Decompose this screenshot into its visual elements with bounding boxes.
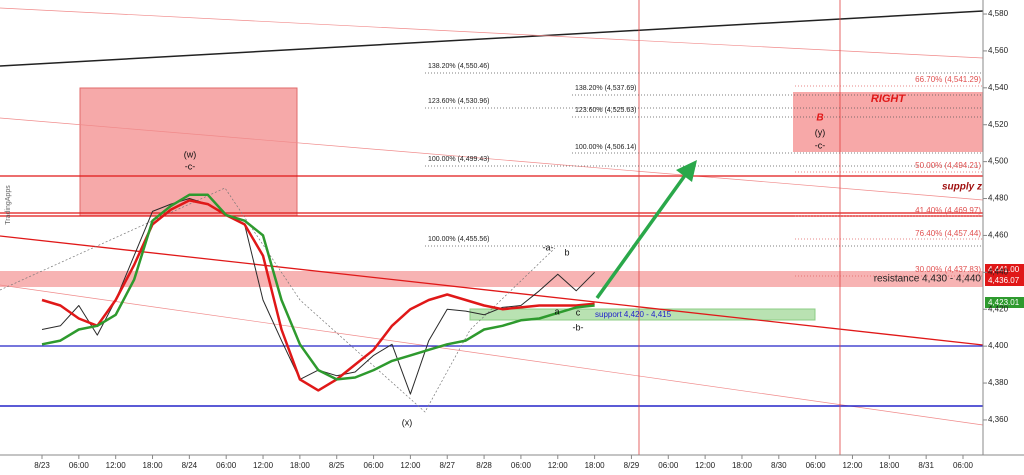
fib-label: 123.60% (4,530.96) xyxy=(428,98,490,105)
fib-label: 66.70% (4,541.29) xyxy=(915,75,981,84)
channel-line xyxy=(0,7,984,59)
y-tick-label: 4,500 xyxy=(988,157,1009,166)
y-tick-label: 4,540 xyxy=(988,83,1009,92)
arrow xyxy=(595,172,688,300)
x-tick-label: 8/25 xyxy=(329,461,345,470)
x-tick-label: 8/31 xyxy=(918,461,934,470)
x-tick-label: 06:00 xyxy=(658,461,679,470)
x-tick-label: 18:00 xyxy=(290,461,311,470)
trend-line xyxy=(0,10,984,67)
wave-label: -c- xyxy=(185,161,196,171)
x-tick-label: 18:00 xyxy=(585,461,606,470)
arrow-head xyxy=(676,160,697,182)
y-tick-label: 4,360 xyxy=(988,415,1009,424)
x-tick-label: 12:00 xyxy=(842,461,863,470)
fib-label: 138.20% (4,550.46) xyxy=(428,63,490,70)
y-tick-label: 4,520 xyxy=(988,120,1009,129)
fib-label: 41.40% (4,469.97) xyxy=(915,206,981,215)
right-label: RIGHT xyxy=(871,93,907,105)
y-tick-label: 4,480 xyxy=(988,194,1009,203)
x-tick-label: 12:00 xyxy=(106,461,127,470)
series-layer xyxy=(41,193,595,395)
x-tick-label: 06:00 xyxy=(364,461,385,470)
series-line xyxy=(41,199,595,392)
wave-label: c xyxy=(576,307,581,317)
x-tick-label: 06:00 xyxy=(953,461,974,470)
fib-label: 50.00% (4,494.21) xyxy=(915,161,981,170)
channel-line xyxy=(0,235,984,346)
x-tick-label: 12:00 xyxy=(400,461,421,470)
fib-label: 138.20% (4,537.69) xyxy=(575,85,637,92)
x-tick-label: 8/27 xyxy=(439,461,455,470)
x-tick-label: 8/30 xyxy=(771,461,787,470)
x-tick-label: 8/24 xyxy=(182,461,198,470)
x-tick-label: 12:00 xyxy=(695,461,716,470)
wave-path xyxy=(0,187,556,413)
fib-label: 30.00% (4,437.83) xyxy=(915,265,981,274)
y-tick-label: 4,400 xyxy=(988,341,1009,350)
fib-label: 100.00% (4,455.56) xyxy=(428,236,490,243)
y-tick-label: 4,460 xyxy=(988,231,1009,240)
price-tag xyxy=(985,297,1024,308)
y-tick-label: 4,420 xyxy=(988,304,1009,313)
support-band xyxy=(469,308,816,321)
y-tick-label: 4,440 xyxy=(988,267,1009,276)
fib-label: 76.40% (4,457.44) xyxy=(915,229,981,238)
wave-label: (y) xyxy=(815,127,826,137)
x-tick-label: 06:00 xyxy=(806,461,827,470)
y-tick-label: 4,580 xyxy=(988,9,1009,18)
x-tick-label: 18:00 xyxy=(143,461,164,470)
x-tick-label: 8/28 xyxy=(476,461,492,470)
wave-label: a xyxy=(554,306,559,316)
y-tick-label: 4,380 xyxy=(988,378,1009,387)
x-tick-label: 12:00 xyxy=(253,461,274,470)
support-label: support 4,420 - 4,415 xyxy=(595,310,672,319)
resistance-label: resistance 4,430 - 4,440 xyxy=(874,274,982,285)
x-tick-label: 8/29 xyxy=(624,461,640,470)
watermark: TradingApps xyxy=(5,185,12,225)
resistance-band xyxy=(0,271,983,287)
fib-lines-red xyxy=(795,85,983,277)
x-tick-label: 12:00 xyxy=(548,461,569,470)
wave-label: -b- xyxy=(573,322,584,332)
x-tick-label: 06:00 xyxy=(69,461,90,470)
y-tick-label: 4,560 xyxy=(988,46,1009,55)
x-tick-label: 06:00 xyxy=(511,461,532,470)
fib-label: 100.00% (4,499.43) xyxy=(428,156,490,163)
x-tick-label: 8/23 xyxy=(34,461,50,470)
wave-label: b xyxy=(564,247,569,257)
price-tag-text: 4,423.01 xyxy=(988,298,1020,307)
price-tag-text: 4,436.07 xyxy=(988,276,1020,285)
supply-label: supply z xyxy=(942,182,982,193)
x-tick-label: 18:00 xyxy=(732,461,753,470)
price-tag xyxy=(985,275,1024,286)
price-tag-text: 4,441.00 xyxy=(988,265,1020,274)
channel-line xyxy=(0,284,984,426)
wave-label: (w) xyxy=(184,149,197,159)
fib-label: 100.00% (4,506.14) xyxy=(575,144,637,151)
series-line xyxy=(41,193,595,381)
wave-label: -a- xyxy=(543,242,554,252)
price-tag xyxy=(985,264,1024,275)
fib-label: 123.60% (4,525.63) xyxy=(575,107,637,114)
wave-label: B xyxy=(816,113,823,124)
target-zone xyxy=(793,92,983,152)
wave-label: (x) xyxy=(402,417,413,427)
fib-lines xyxy=(425,72,983,247)
channel-line xyxy=(0,117,984,201)
x-tick-label: 06:00 xyxy=(216,461,237,470)
wave-label: -c- xyxy=(815,140,826,150)
x-tick-label: 18:00 xyxy=(879,461,900,470)
